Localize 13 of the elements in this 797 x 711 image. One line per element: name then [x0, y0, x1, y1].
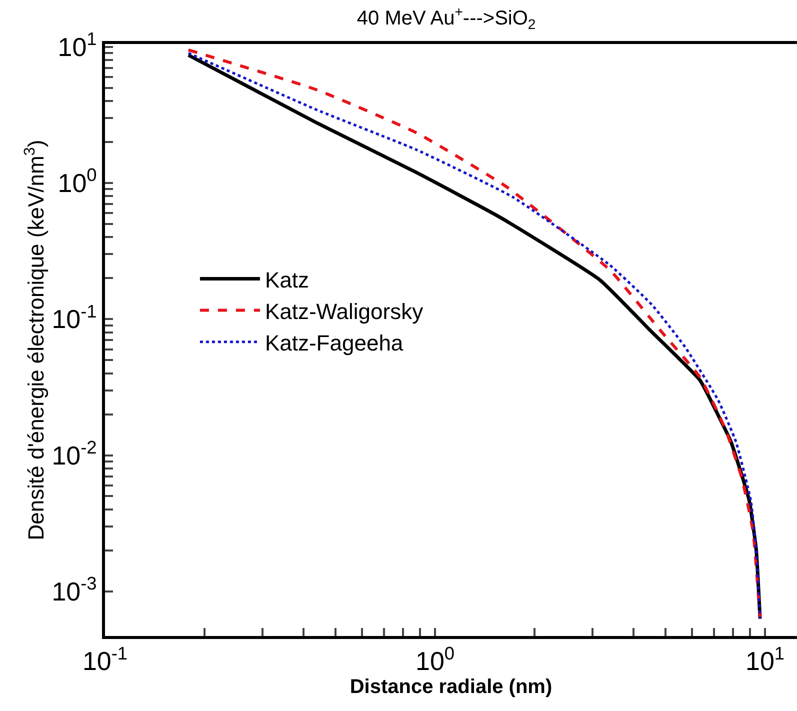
y-tick-label: 10$^{-1}$ — [52, 301, 97, 334]
legend-label: Katz-Waligorsky — [264, 298, 424, 324]
y-tick-label: 10$^{-3}$ — [52, 574, 97, 606]
legend-label: Katz-Fageeha — [264, 330, 404, 356]
x-tick-label: 10$^{0}$ — [415, 643, 455, 676]
x-tick-label: 10$^{1}$ — [745, 643, 785, 676]
y-tick-label: 10$^{-2}$ — [52, 437, 97, 470]
y-tick-label: 10$^{0}$ — [58, 165, 97, 198]
x-tick-label: 10$^{-1}$ — [82, 643, 128, 676]
chart-title: 40 MeV Au$^{+}$--->SiO$_{2}$ — [356, 3, 536, 32]
legend-label: Katz — [264, 267, 309, 292]
y-tick-label: 10$^{1}$ — [58, 29, 97, 62]
x-axis-title: Distance radiale (nm) — [350, 676, 552, 698]
